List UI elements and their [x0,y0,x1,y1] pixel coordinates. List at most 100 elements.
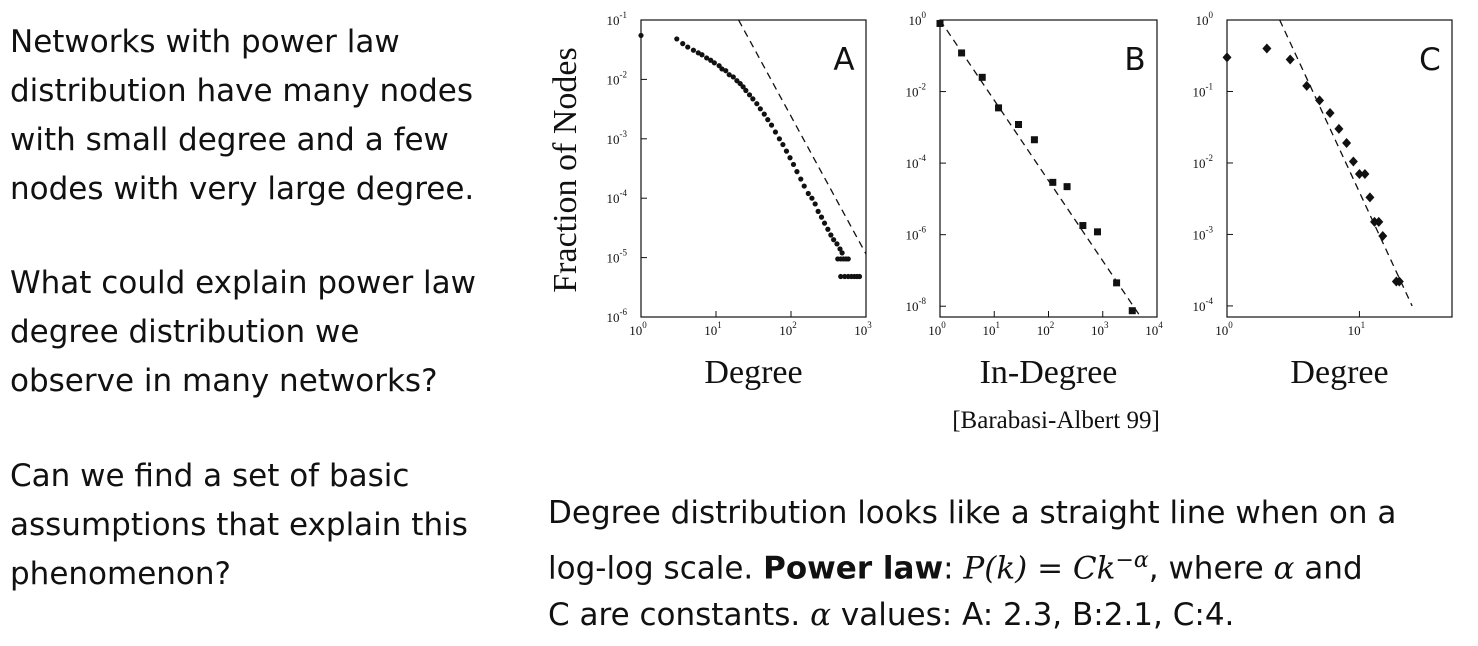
x-tick-label: 103 [854,320,872,338]
y-tick-label: 10-4 [1193,296,1214,314]
panel-label: C [1419,42,1441,78]
x-tick-label: 101 [1348,320,1366,338]
data-point [1302,80,1312,91]
data-point [740,84,746,90]
data-point [723,68,729,74]
y-tick-label: 100 [1196,10,1214,28]
text-line: with small degree and a few [10,122,449,158]
data-point [1093,228,1101,236]
y-tick-label: 10-4 [906,153,927,171]
data-point [685,44,691,50]
data-point [768,122,775,128]
x-tick-label: 100 [928,320,946,338]
power-law-explanation: Degree distribution looks like a straigh… [548,490,1396,639]
y-tick-label: 10-8 [906,296,927,314]
data-point [1030,136,1038,144]
data-point [1394,276,1404,287]
data-point [856,273,863,280]
data-point [842,273,848,280]
data-point [1365,192,1375,203]
explanation-line-3: C are constants. α values: A: 2.3, B:2.1… [548,592,1396,639]
data-point [776,136,782,142]
y-tick-label: 10-3 [1193,224,1214,242]
data-point [821,220,828,226]
data-point [815,208,821,214]
power-law-term: Power law [763,550,944,587]
data-point [809,195,815,201]
text-segment: : [943,550,964,587]
y-tick-label: 10-1 [607,10,628,28]
panel-label: A [833,42,854,78]
data-point [743,87,749,94]
text-segment: and [1294,550,1363,587]
data-point [831,237,837,243]
y-tick-label: 10-3 [607,129,628,147]
data-point [1325,108,1335,119]
data-point [765,117,771,123]
data-point [787,155,793,161]
text-line: assumptions that explain this [10,507,468,543]
data-point [1342,138,1352,149]
data-point [812,201,818,207]
data-point [704,55,710,61]
text-line: nodes with very large degree. [10,171,475,207]
text-segment: are constants. [569,597,811,634]
formula: P(k) = Ck [963,550,1116,587]
data-point [674,36,680,42]
data-point [1334,123,1344,134]
y-tick-label: 10-5 [607,248,628,266]
data-point [837,246,843,252]
text-segment: log-log scale. [548,550,764,587]
data-point [958,49,966,57]
explanation-line-2: log-log scale. Power law: P(k) = Ck−α, w… [548,537,1396,592]
data-point [690,47,697,53]
y-tick-label: 10-6 [906,225,927,243]
data-point [708,57,714,63]
data-point [772,129,779,135]
data-point [825,226,831,232]
explanation-line-1: Degree distribution looks like a straigh… [548,495,1397,531]
data-point [780,141,786,148]
chart-panel-c: 100 101 100 10-1 10-2 10-3 10-4 C Degree [1193,10,1453,391]
data-point [936,19,944,27]
data-point [726,72,732,78]
data-point [754,101,760,107]
formula-exponent: −α [1115,548,1149,573]
data-point [839,250,845,256]
y-tick-label: 10-2 [607,69,628,87]
plot-frame [640,19,867,318]
power-law-fit-line [940,20,1142,317]
data-point [1113,279,1121,287]
text-line: phenomenon? [10,556,231,592]
alpha-values: values: A: 2.3, B:2.1, C:4. [831,597,1235,634]
x-axis-label: Degree [704,354,802,391]
data-point [828,232,834,238]
paragraph-power-law-description: Networks with power law distribution hav… [10,18,474,214]
data-point [699,52,705,58]
data-point [790,161,797,168]
citation-text: [Barabasi-Albert 99] [952,407,1160,434]
x-tick-label: 100 [629,320,647,338]
data-point [1222,52,1232,63]
text-line: What could explain power law [10,265,477,301]
data-point [680,41,686,47]
data-point [1262,43,1272,54]
data-point [1049,178,1057,186]
y-tick-label: 10-4 [607,188,628,206]
x-tick-label: 101 [983,320,1001,338]
data-point [783,148,790,154]
data-point [798,176,804,182]
x-tick-label: 104 [1145,320,1163,338]
x-tick-label: 101 [704,320,722,338]
data-point [638,32,644,39]
data-point [1015,121,1023,129]
y-tick-label: 10-2 [1193,153,1214,171]
data-point [845,256,851,262]
data-point [978,73,986,81]
data-point [801,183,807,189]
panel-label: B [1124,42,1145,78]
data-point [1348,156,1358,167]
text-line: Can we find a set of basic [10,458,410,494]
data-point [730,74,736,80]
data-point [818,214,825,220]
